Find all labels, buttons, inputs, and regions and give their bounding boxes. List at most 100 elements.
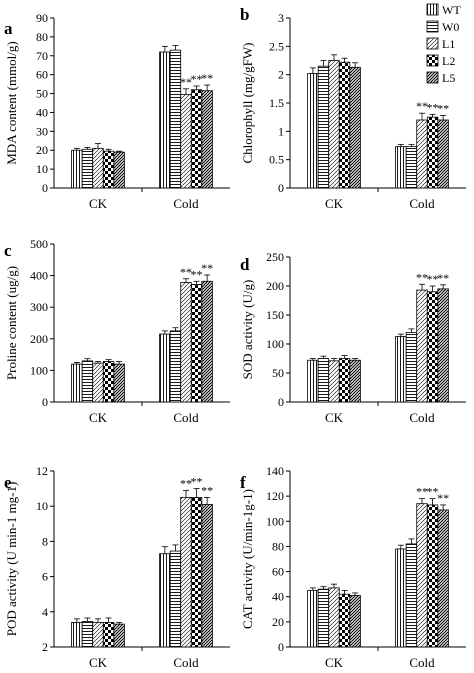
- y-tick-label: 0: [278, 640, 284, 654]
- y-tick-label: 40: [36, 105, 48, 119]
- y-tick-label: 400: [30, 269, 48, 283]
- y-tick-label: 40: [272, 590, 284, 604]
- significance-mark: **: [416, 485, 428, 499]
- bar-wt: [159, 51, 171, 189]
- y-tick-label: 250: [266, 250, 284, 264]
- bar-l5: [437, 119, 449, 189]
- legend-swatch-l1: [426, 37, 439, 50]
- panel-label: c: [4, 241, 12, 260]
- y-axis-title: CAT activity (U/min-1g-1): [240, 489, 255, 629]
- legend-label: L5: [442, 71, 455, 85]
- chart-panel-c: c 0 100 200 300 400 500 Proline content (ug/g) C…: [4, 237, 230, 425]
- y-tick-label: 20: [36, 143, 48, 157]
- y-axis-title: MDA content (mmol/g): [4, 41, 19, 165]
- significance-mark: **: [437, 491, 449, 505]
- bar-l2: [102, 621, 115, 648]
- y-axis-title: SOD activity (U/g): [240, 280, 255, 380]
- bar-l5: [113, 363, 125, 403]
- bar-l1: [92, 147, 104, 189]
- bar-l1: [416, 503, 428, 648]
- y-tick-label: 0: [42, 395, 48, 409]
- chart-panel-e: e 2 4 6 8 10 12 POD activity (U min-1 mg-1) CK Co…: [4, 464, 230, 670]
- bar-l2: [426, 116, 439, 189]
- legend-swatch-w0: [426, 20, 439, 33]
- bar-wt: [159, 553, 171, 648]
- y-tick-label: 70: [36, 49, 48, 63]
- y-tick-label: 300: [30, 300, 48, 314]
- y-tick-label: 80: [272, 539, 284, 553]
- bar-w0: [317, 588, 330, 648]
- significance-mark: **: [437, 101, 449, 115]
- significance-mark: **: [437, 271, 449, 285]
- legend-label: W0: [442, 20, 459, 34]
- panel-label: d: [240, 255, 250, 274]
- y-tick-label: 80: [36, 30, 48, 44]
- bar-l5: [349, 66, 361, 189]
- y-tick-label: 90: [36, 11, 48, 25]
- x-category-label: CK: [89, 196, 108, 211]
- significance-mark: **: [416, 99, 428, 113]
- bar-wt: [159, 333, 171, 403]
- x-category-label: Cold: [173, 196, 199, 211]
- bar-l5: [201, 504, 213, 648]
- bar-l2: [190, 284, 203, 403]
- bar-w0: [81, 621, 94, 648]
- y-tick-label: 1.5: [269, 96, 284, 110]
- bar-l2: [102, 361, 115, 403]
- legend-label: L2: [442, 54, 455, 68]
- significance-mark: **: [427, 485, 439, 499]
- y-tick-label: 6: [42, 570, 48, 584]
- x-category-label: CK: [89, 655, 108, 668]
- y-tick-label: 120: [266, 489, 284, 503]
- x-category-label: Cold: [409, 655, 435, 668]
- x-category-label: CK: [325, 655, 344, 668]
- bar-wt: [395, 146, 407, 189]
- bar-l5: [201, 280, 213, 403]
- y-tick-label: 60: [36, 68, 48, 82]
- bar-w0: [317, 358, 330, 403]
- x-category-label: Cold: [409, 410, 435, 425]
- significance-mark: **: [201, 71, 213, 85]
- panel-label: b: [240, 5, 249, 24]
- legend-swatch-wt: [426, 3, 439, 16]
- bar-wt: [307, 73, 319, 189]
- chart-panel-d: d 0 50 100 150 200 250 SOD activity (U/g) CK Cold…: [240, 250, 466, 425]
- bar-l1: [92, 362, 104, 403]
- bar-l1: [328, 587, 340, 648]
- significance-mark: **: [201, 261, 213, 275]
- y-tick-label: 2: [278, 68, 284, 82]
- bar-l2: [102, 150, 115, 189]
- y-tick-label: 100: [30, 363, 48, 377]
- y-tick-label: 2.5: [269, 39, 284, 53]
- significance-mark: **: [427, 272, 439, 286]
- bar-l5: [201, 90, 213, 189]
- bar-l1: [180, 282, 192, 403]
- bar-l5: [349, 359, 361, 403]
- y-tick-label: 0: [42, 181, 48, 195]
- y-tick-label: 140: [266, 464, 284, 478]
- y-tick-label: 50: [36, 87, 48, 101]
- y-tick-label: 0: [278, 181, 284, 195]
- y-tick-label: 12: [36, 464, 48, 478]
- bar-l1: [416, 289, 428, 403]
- bar-l5: [437, 288, 449, 403]
- y-tick-label: 200: [266, 279, 284, 293]
- y-tick-label: 2: [42, 640, 48, 654]
- x-category-label: CK: [325, 196, 344, 211]
- bar-l2: [190, 496, 203, 648]
- bar-w0: [81, 360, 94, 403]
- bar-l5: [437, 509, 449, 648]
- bar-l1: [416, 119, 428, 189]
- legend-label: L1: [442, 37, 455, 51]
- bar-wt: [71, 149, 83, 189]
- y-tick-label: 10: [36, 499, 48, 513]
- y-tick-label: 3: [278, 11, 284, 25]
- y-tick-label: 500: [30, 237, 48, 251]
- y-tick-label: 100: [266, 337, 284, 351]
- chart-panel-f: f 0 20 40 60 80 100 120 140 CAT activity (U/min-1…: [240, 464, 466, 670]
- panel-label: a: [4, 19, 13, 38]
- significance-mark: **: [191, 267, 203, 281]
- y-axis-title: Proline content (ug/g): [4, 266, 19, 380]
- y-tick-label: 0: [278, 395, 284, 409]
